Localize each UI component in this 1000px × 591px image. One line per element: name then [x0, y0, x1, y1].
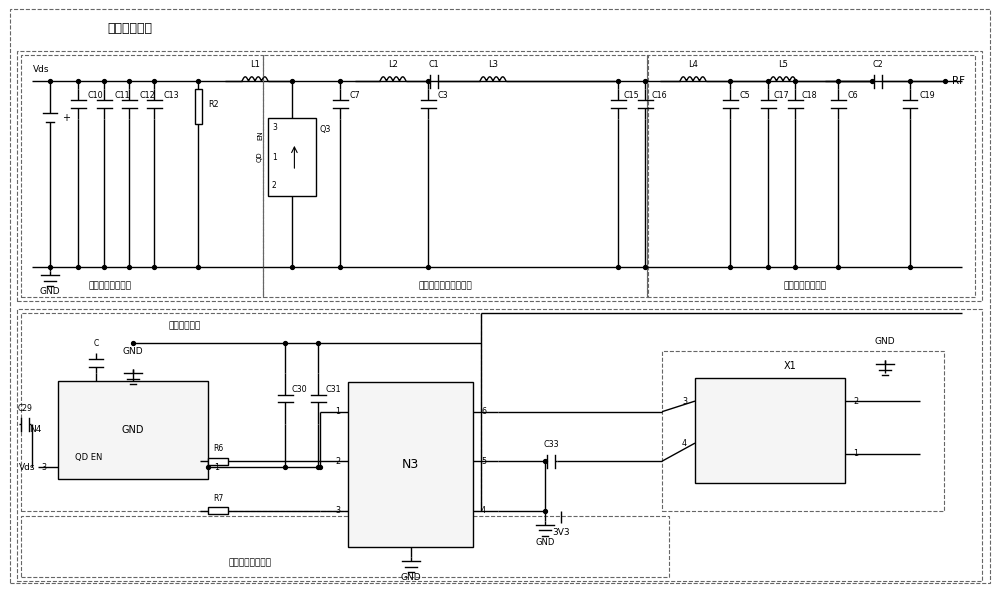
Text: GND: GND [535, 538, 555, 547]
Text: +: + [62, 113, 70, 123]
Text: 1: 1 [335, 407, 340, 416]
Bar [17, 309, 982, 581]
Text: 功放驱动电路单元: 功放驱动电路单元 [228, 558, 272, 567]
Text: L1: L1 [250, 60, 260, 69]
Text: 3: 3 [682, 397, 687, 405]
Bar [348, 382, 473, 547]
Text: 3V3: 3V3 [552, 528, 570, 537]
Text: C13: C13 [164, 90, 180, 99]
Text: 供电电路单元: 供电电路单元 [169, 322, 201, 330]
Text: C19: C19 [920, 90, 936, 99]
Text: C1: C1 [429, 60, 439, 69]
Text: QD EN: QD EN [75, 453, 102, 462]
Bar [268, 118, 316, 196]
Text: C17: C17 [774, 90, 790, 99]
Bar [21, 516, 669, 577]
Text: 射频功放电路: 射频功放电路 [108, 22, 152, 35]
Bar [263, 55, 648, 297]
Text: GND: GND [400, 573, 421, 582]
Text: 6: 6 [481, 407, 486, 416]
Text: L2: L2 [388, 60, 398, 69]
Text: R7: R7 [213, 493, 223, 503]
Text: L3: L3 [488, 60, 498, 69]
Text: L4: L4 [688, 60, 698, 69]
Text: QD: QD [257, 152, 263, 163]
Text: C15: C15 [624, 90, 640, 99]
Text: 1: 1 [214, 463, 219, 472]
Text: L5: L5 [778, 60, 788, 69]
Text: GND: GND [875, 337, 895, 346]
Text: C30: C30 [292, 385, 308, 394]
Text: Q3: Q3 [320, 125, 331, 135]
Text: 输入滤波电路单元: 输入滤波电路单元 [89, 281, 132, 291]
Text: C31: C31 [325, 385, 341, 394]
Text: X1: X1 [784, 361, 796, 371]
Text: C6: C6 [848, 90, 859, 99]
Text: C12: C12 [139, 90, 155, 99]
Text: 3: 3 [335, 506, 340, 515]
Text: C: C [93, 339, 99, 348]
Text: C18: C18 [801, 90, 817, 99]
Text: GND: GND [123, 346, 143, 356]
Text: Vds: Vds [19, 463, 36, 472]
Text: R6: R6 [213, 444, 223, 453]
Text: Vds: Vds [33, 64, 50, 73]
Text: EN: EN [257, 130, 263, 140]
Text: GND: GND [122, 425, 144, 435]
Text: 5: 5 [481, 457, 486, 466]
Text: RF: RF [952, 76, 965, 86]
Bar [21, 55, 263, 297]
Text: 2: 2 [335, 457, 340, 466]
Bar [58, 381, 208, 479]
Text: C10: C10 [88, 90, 104, 99]
Bar [208, 507, 228, 514]
Bar [647, 55, 975, 297]
Text: C16: C16 [651, 90, 667, 99]
Text: C3: C3 [438, 90, 449, 99]
Text: 3: 3 [272, 124, 277, 132]
Text: 1: 1 [272, 152, 277, 161]
Text: 3: 3 [41, 463, 46, 472]
Text: 射频滤波电路单元: 射频滤波电路单元 [784, 281, 827, 291]
Text: 1: 1 [853, 449, 858, 458]
Text: C2: C2 [873, 60, 883, 69]
Text: C7: C7 [350, 90, 361, 99]
Bar [194, 89, 202, 124]
Bar [17, 51, 982, 301]
Bar [662, 351, 944, 511]
Text: C33: C33 [543, 440, 559, 449]
Text: R2: R2 [208, 99, 219, 109]
Text: 4: 4 [682, 439, 687, 447]
Bar [21, 313, 481, 511]
Text: 射频功率放大电路单元: 射频功率放大电路单元 [418, 281, 472, 291]
Text: N3: N3 [402, 458, 419, 471]
Bar [208, 457, 228, 465]
Text: C5: C5 [740, 90, 751, 99]
Text: C11: C11 [114, 90, 130, 99]
Text: GND: GND [40, 287, 60, 297]
Text: 2: 2 [853, 397, 858, 405]
Text: 2: 2 [272, 181, 277, 190]
Text: 4: 4 [481, 506, 486, 515]
Text: N4: N4 [30, 426, 42, 434]
Bar [695, 378, 845, 483]
Text: C29: C29 [18, 404, 32, 413]
